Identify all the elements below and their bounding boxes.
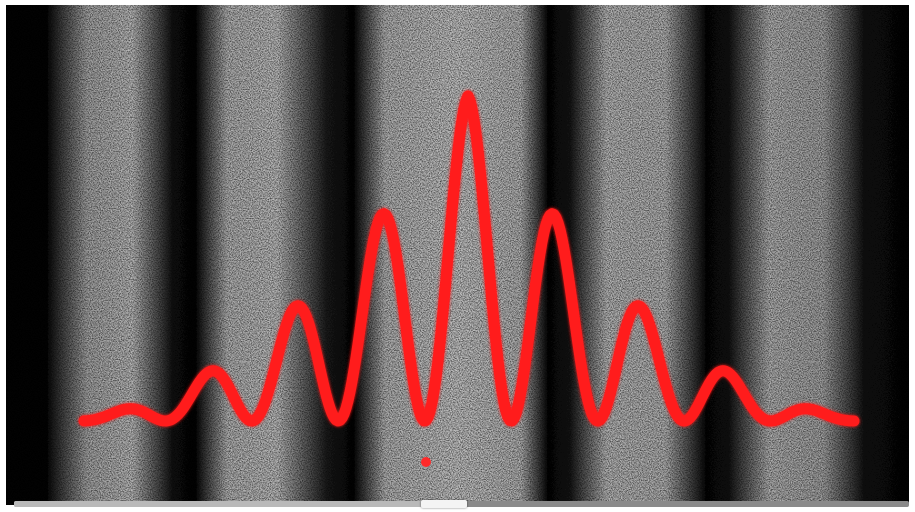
red-speck <box>421 457 431 467</box>
photo-frame <box>6 5 909 505</box>
scrubber-thumb[interactable] <box>420 500 467 508</box>
fringe-pattern <box>6 5 909 505</box>
video-scrubber[interactable] <box>14 500 909 508</box>
intensity-curve <box>78 90 860 427</box>
scrubber-progress <box>14 501 444 507</box>
interference-image <box>6 5 909 505</box>
